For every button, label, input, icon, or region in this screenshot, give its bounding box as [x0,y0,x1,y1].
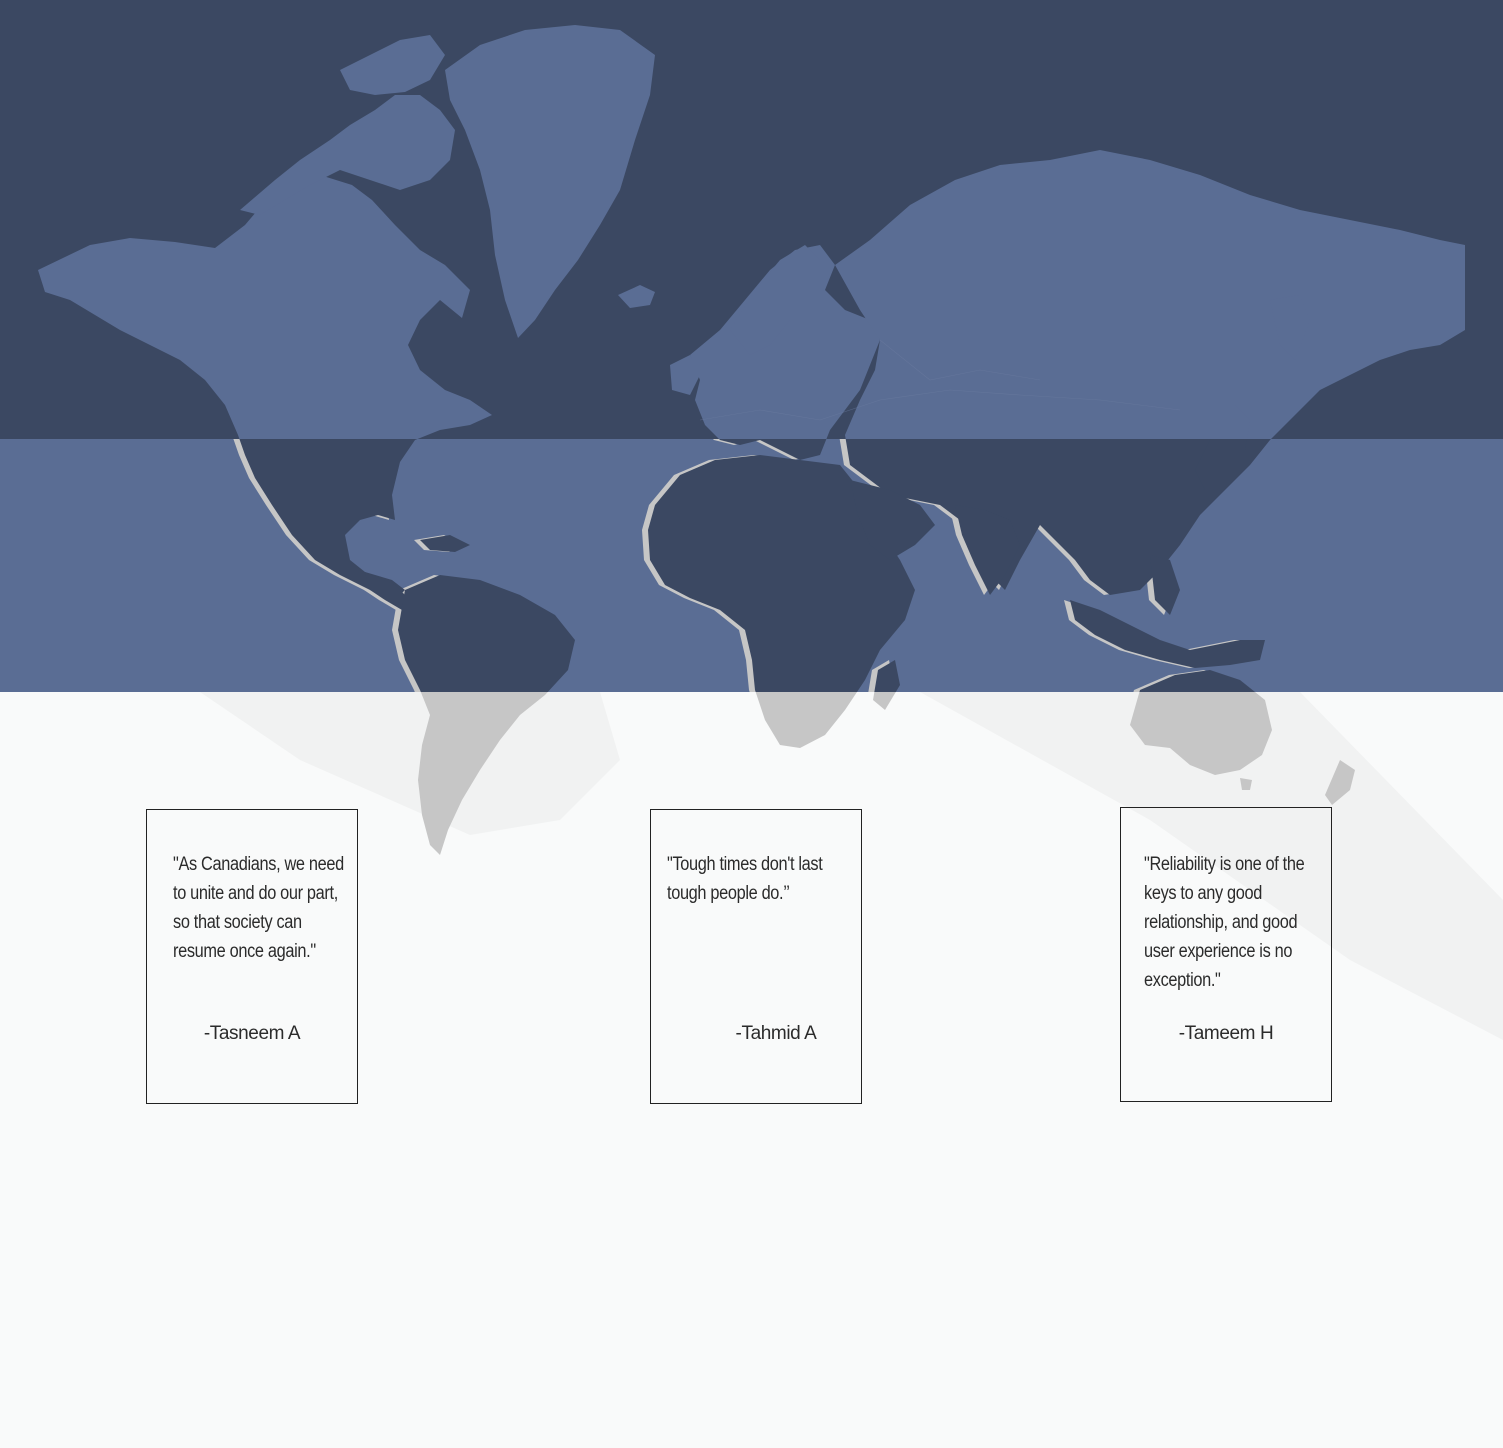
testimonial-card-3: "Reliability is one of the keys to any g… [1120,807,1332,1102]
testimonial-author: -Tahmid A [735,1023,817,1044]
land-on-bottom-band [38,692,1503,1040]
testimonial-card-1: "As Canadians, we need to unite and do o… [146,809,358,1104]
testimonial-quote: "Tough times don't last tough people do.… [667,854,823,904]
country-borders [699,339,1181,421]
testimonial-author: -Tasneem A [203,1023,301,1044]
testimonial-quote: "As Canadians, we need to unite and do o… [173,854,344,962]
testimonial-card-2: "Tough times don't last tough people do.… [650,809,862,1104]
testimonial-author: -Tameem H [1178,1023,1274,1044]
testimonial-quote: "Reliability is one of the keys to any g… [1144,854,1305,991]
